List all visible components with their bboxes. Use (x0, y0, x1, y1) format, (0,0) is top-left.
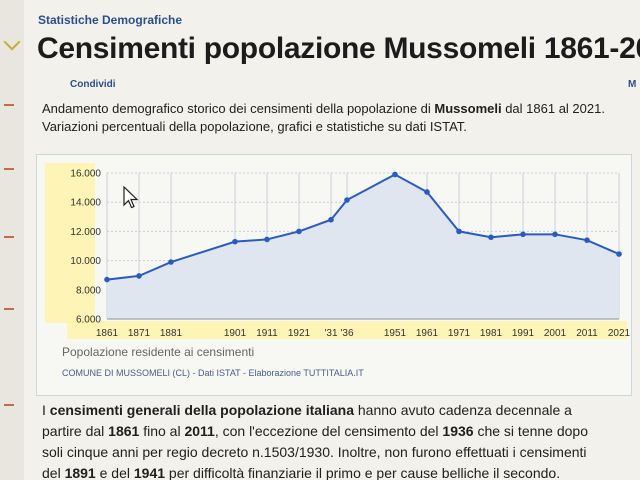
data-point (488, 234, 494, 241)
body-line: I censimenti generali della popolazione … (42, 400, 640, 421)
data-point (232, 238, 238, 245)
body-bold-text: 1941 (133, 465, 166, 480)
breadcrumb[interactable]: Statistiche Demografiche (38, 13, 183, 27)
divider-mark (4, 96, 14, 106)
body-text-run: del (42, 465, 65, 480)
body-bold-text: censimenti generali della popolazione it… (49, 402, 354, 418)
chart-canvas: 6.000 8.000 10.000 12.000 14.000 16.000 1861 18… (45, 163, 631, 339)
population-line (106, 173, 620, 281)
x-tick-label: 1901 (224, 328, 247, 339)
x-tick-label: 1991 (512, 328, 535, 339)
x-tick-label: 1951 (384, 328, 407, 339)
y-tick-label: 12.000 (70, 227, 101, 238)
data-point (168, 259, 174, 265)
data-point (296, 228, 302, 235)
intro-text: Andamento demografico storico dei censim… (42, 101, 435, 116)
page-content: Statistiche Demografiche Censimenti popo… (24, 0, 640, 480)
body-bold-text: 1936 (442, 423, 474, 439)
x-tick-label: 1871 (128, 328, 151, 339)
data-point (552, 231, 558, 238)
data-point (392, 171, 398, 178)
share-link[interactable]: Condividi (70, 79, 116, 90)
x-tick-label: 1911 (256, 328, 278, 339)
mouse-cursor-icon (123, 186, 139, 209)
data-point (520, 231, 526, 238)
area-fill (107, 174, 619, 319)
x-tick-label: 2001 (544, 328, 567, 339)
y-tick-label: 16.000 (70, 169, 101, 180)
page-title: Censimenti popolazione Mussomeli 1861-20 (37, 32, 640, 65)
divider-mark (4, 396, 14, 406)
divider-mark (4, 160, 14, 170)
body-line: partire dal 1861 fino al 2011, con l'ecc… (42, 421, 640, 442)
body-paragraph: I censimenti generali della popolazione … (42, 400, 640, 480)
x-tick-label: '36 (340, 328, 353, 339)
data-point (456, 228, 462, 235)
x-tick-label: 2021 (608, 328, 631, 339)
x-tick-label: 1921 (288, 328, 311, 339)
chart-caption: Popolazione residente ai censimenti (62, 345, 255, 359)
x-axis-highlight (67, 321, 627, 339)
checkmark-icon (3, 33, 21, 51)
x-tick-label: 1881 (160, 328, 183, 339)
x-tick-label: 1861 (96, 328, 119, 339)
body-text-run: fino al (139, 423, 185, 439)
data-point (584, 237, 590, 243)
y-tick-label: 10.000 (70, 256, 101, 267)
chart-source: COMUNE DI MUSSOMELI (CL) - Dati ISTAT - … (62, 368, 364, 378)
body-line: del 1891 e del 1941 per difficoltà finan… (42, 463, 640, 480)
intro-paragraph: Andamento demografico storico dei censim… (42, 100, 632, 136)
data-point (328, 216, 334, 223)
body-text-run: che si tenne dopo (473, 423, 588, 439)
intro-town-name: Mussomeli (434, 101, 502, 116)
x-tick-label: 2011 (576, 328, 598, 339)
body-bold-text: 2011 (184, 423, 215, 439)
population-chart: 6.000 8.000 10.000 12.000 14.000 16.000 1861 18… (36, 154, 632, 396)
body-bold-text: 1891 (64, 465, 96, 480)
data-point (344, 197, 350, 203)
data-point (616, 251, 622, 257)
divider-mark (4, 228, 14, 238)
data-point (264, 236, 270, 243)
x-tick-label: '31 (324, 328, 337, 339)
body-text-run: partire dal (42, 423, 109, 439)
divider-mark (4, 300, 14, 310)
body-text-run: , con l'eccezione del censimento del (214, 423, 443, 439)
y-axis-highlight (45, 163, 95, 323)
x-tick-label: 1961 (416, 328, 439, 339)
body-text-run: hanno avuto cadenza decennale a (353, 402, 572, 418)
body-text-run: I (42, 402, 50, 418)
data-point (104, 276, 110, 283)
x-tick-label: 1981 (480, 328, 503, 339)
y-tick-label: 14.000 (70, 198, 101, 209)
body-line: soli cinque anni per regio decreto n.150… (42, 442, 640, 463)
data-point (136, 273, 142, 279)
body-text-run: per difficoltà finanziarie il primo e pe… (165, 465, 561, 480)
y-tick-label: 8.000 (76, 285, 101, 296)
body-text-run: soli cinque anni per regio decreto n.150… (42, 444, 587, 460)
data-point (424, 189, 430, 195)
menu-link-partial[interactable]: M (628, 79, 637, 90)
body-bold-text: 1861 (108, 423, 140, 439)
body-text-run: e del (95, 465, 134, 480)
left-sidebar-strip (0, 0, 25, 480)
intro-text: dal 1861 al 2021. Variazioni percentuali… (42, 101, 605, 134)
y-tick-label: 6.000 (76, 315, 101, 326)
x-tick-label: 1971 (448, 328, 471, 339)
